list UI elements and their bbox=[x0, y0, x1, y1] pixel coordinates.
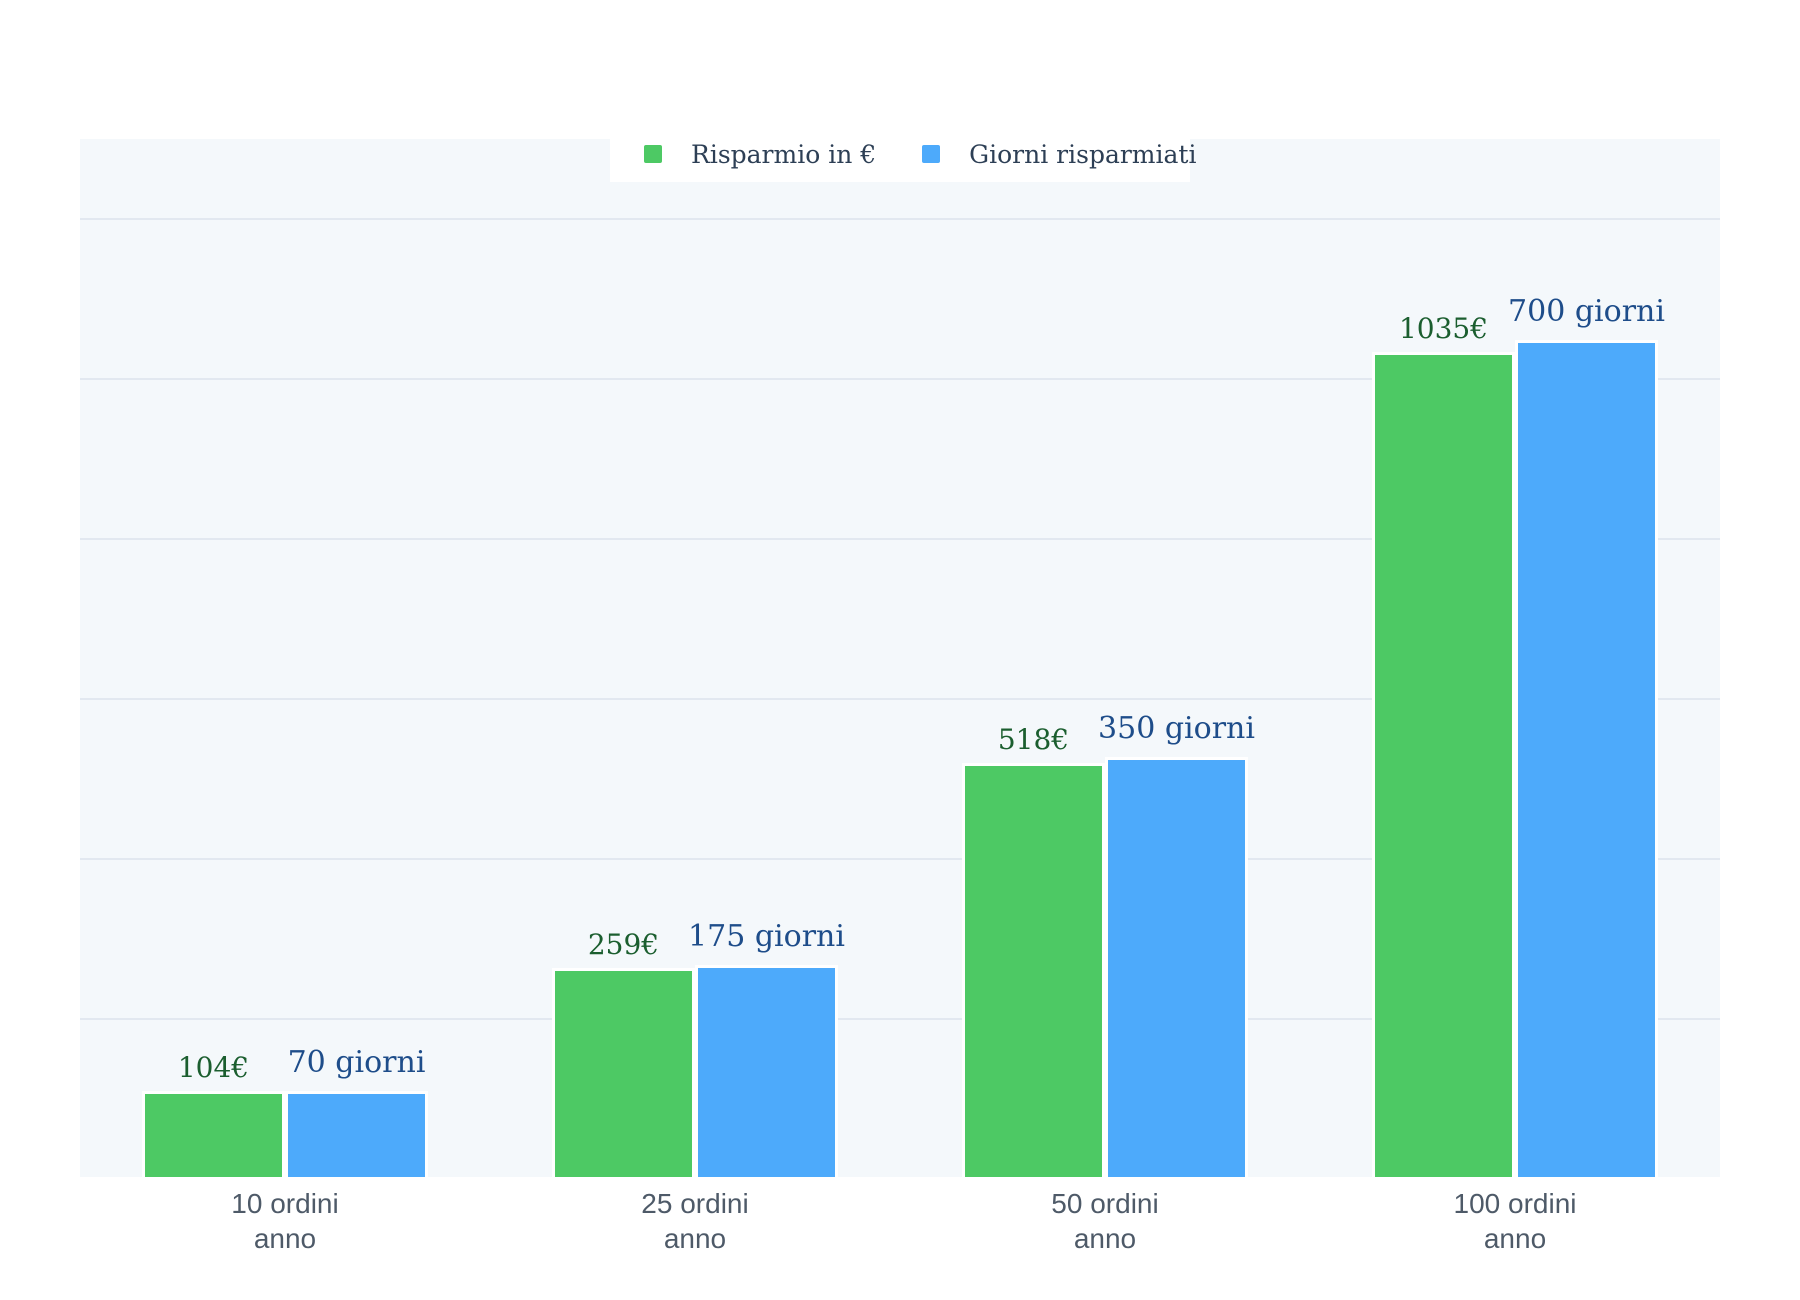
plot-area: 104€ 70 giorni 259€ 175 giorni 518€ 350 giorn… bbox=[80, 139, 1720, 1177]
legend-item-risparmio[interactable]: Risparmio in € bbox=[644, 140, 876, 169]
bar-value-label: 104€ bbox=[177, 1051, 250, 1084]
legend-label: Risparmio in € bbox=[691, 139, 877, 169]
bar-risparmio-1[interactable] bbox=[142, 1091, 285, 1177]
gridline bbox=[80, 538, 1720, 540]
legend-label: Giorni risparmiati bbox=[969, 139, 1197, 169]
bar-giorni-1[interactable] bbox=[285, 1091, 428, 1177]
bar-value-label: 518€ bbox=[997, 723, 1070, 756]
x-tick-label-4: 100 ordini anno bbox=[1453, 1188, 1577, 1254]
bar-value-label: 350 giorni bbox=[1098, 711, 1255, 746]
bar-risparmio-3[interactable] bbox=[962, 763, 1105, 1177]
legend: Risparmio in € Giorni risparmiati bbox=[610, 126, 1196, 182]
bar-value-label: 700 giorni bbox=[1508, 294, 1665, 329]
bar-giorni-2[interactable] bbox=[695, 965, 838, 1177]
x-tick-label-1: 10 ordini anno bbox=[231, 1188, 339, 1254]
bar-value-label: 1035€ bbox=[1398, 312, 1489, 345]
bar-risparmio-4[interactable] bbox=[1372, 352, 1515, 1177]
gridline bbox=[80, 1018, 1720, 1020]
x-tick-label-2: 25 ordini anno bbox=[641, 1188, 749, 1254]
gridline bbox=[80, 858, 1720, 860]
legend-swatch-blue bbox=[922, 145, 941, 163]
bar-giorni-4[interactable] bbox=[1515, 340, 1658, 1177]
bar-value-label: 70 giorni bbox=[287, 1045, 426, 1080]
gridline bbox=[80, 218, 1720, 220]
gridline bbox=[80, 378, 1720, 380]
bar-giorni-3[interactable] bbox=[1105, 757, 1248, 1177]
bar-risparmio-2[interactable] bbox=[552, 968, 695, 1177]
bar-value-label: 259€ bbox=[587, 928, 660, 961]
x-tick-label-3: 50 ordini anno bbox=[1051, 1188, 1159, 1254]
legend-item-giorni[interactable]: Giorni risparmiati bbox=[922, 140, 1196, 169]
bar-value-label: 175 giorni bbox=[688, 919, 845, 954]
gridline bbox=[80, 698, 1720, 700]
legend-swatch-green bbox=[644, 145, 662, 163]
